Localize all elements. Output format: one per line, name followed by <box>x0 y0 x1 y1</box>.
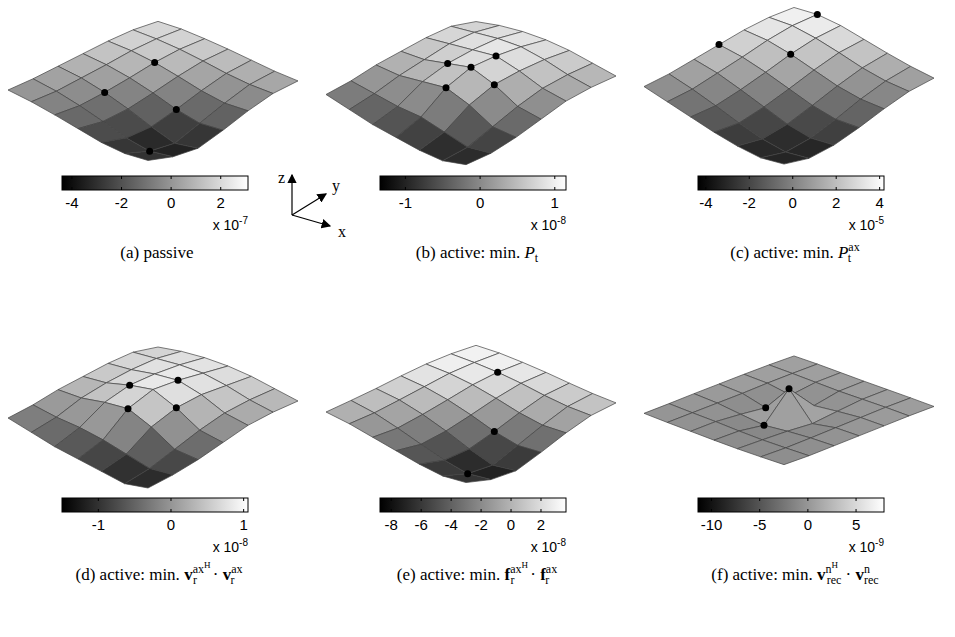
svg-text:0: 0 <box>507 516 515 533</box>
svg-text:x 10-9: x 10-9 <box>849 537 885 555</box>
svg-text:(a) passive: (a) passive <box>120 243 197 262</box>
svg-text:2: 2 <box>537 516 545 533</box>
svg-text:-8: -8 <box>385 516 398 533</box>
svg-text:x 10-5: x 10-5 <box>849 215 885 233</box>
svg-text:-10: -10 <box>701 516 723 533</box>
svg-text:0: 0 <box>167 194 175 211</box>
svg-text:0: 0 <box>804 516 812 533</box>
svg-text:1: 1 <box>551 194 559 211</box>
svg-text:-4: -4 <box>444 516 457 533</box>
svg-text:-4: -4 <box>699 194 712 211</box>
svg-text:y: y <box>332 177 340 195</box>
svg-text:-1: -1 <box>92 516 105 533</box>
svg-text:x 10-8: x 10-8 <box>213 537 249 555</box>
svg-text:(b) active: min. Pt​: (b) active: min. Pt​ <box>416 243 539 265</box>
svg-text:2: 2 <box>832 194 840 211</box>
svg-text:-4: -4 <box>65 194 78 211</box>
svg-text:(f) active: min. vnHrec​ · vnr: (f) active: min. vnHrec​ · vnrec​ <box>711 560 878 587</box>
svg-text:1: 1 <box>239 516 247 533</box>
svg-text:0: 0 <box>167 516 175 533</box>
svg-text:4: 4 <box>875 194 883 211</box>
svg-text:x 10-8: x 10-8 <box>531 215 567 233</box>
svg-text:0: 0 <box>476 194 484 211</box>
svg-text:z: z <box>278 169 285 186</box>
svg-text:-2: -2 <box>115 194 128 211</box>
svg-text:0: 0 <box>789 194 797 211</box>
svg-text:-1: -1 <box>399 194 412 211</box>
svg-text:(c) active: min. Paxt​: (c) active: min. Paxt​ <box>730 240 859 265</box>
svg-text:(d) active: min. vaxHr​ · vaxr: (d) active: min. vaxHr​ · vaxr​ <box>76 560 243 587</box>
svg-text:x 10-8: x 10-8 <box>531 537 567 555</box>
svg-text:-6: -6 <box>415 516 428 533</box>
svg-text:-2: -2 <box>743 194 756 211</box>
svg-text:2: 2 <box>217 194 225 211</box>
svg-text:(e) active: min. faxHr​ · faxr: (e) active: min. faxHr​ · faxr​ <box>397 560 557 587</box>
svg-text:-5: -5 <box>753 516 766 533</box>
svg-text:x: x <box>338 223 346 240</box>
svg-text:-2: -2 <box>474 516 487 533</box>
svg-text:5: 5 <box>852 516 860 533</box>
svg-text:x 10-7: x 10-7 <box>213 215 249 233</box>
